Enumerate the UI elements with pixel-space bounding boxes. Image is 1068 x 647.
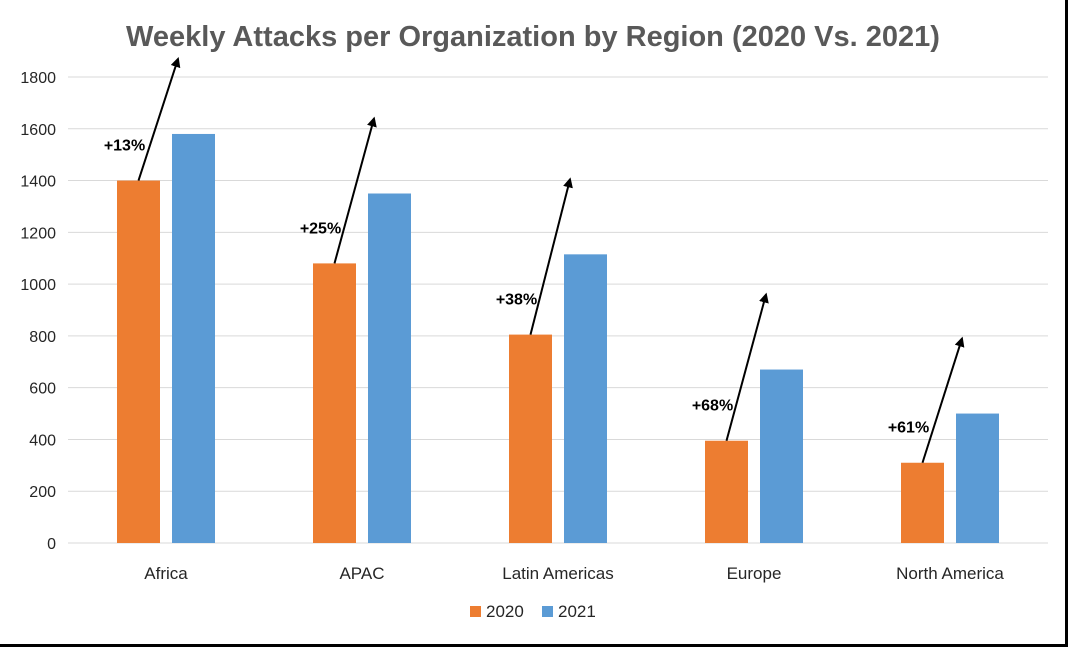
bars — [117, 133, 999, 544]
chart-title: Weekly Attacks per Organization by Regio… — [126, 21, 940, 53]
bar-2020-latin-americas — [509, 334, 552, 543]
category-label: Africa — [144, 564, 188, 583]
y-axis-tick-labels: 0 200 400 600 800 1000 1200 1400 1600 1800 — [20, 70, 56, 553]
y-tick-label: 1800 — [20, 70, 56, 87]
y-tick-label: 600 — [29, 381, 56, 398]
y-tick-label: 1000 — [20, 277, 56, 294]
growth-label: +13% — [104, 138, 145, 155]
category-label: Europe — [727, 564, 782, 583]
category-label: North America — [896, 564, 1004, 583]
growth-arrow — [529, 177, 573, 335]
bar-2020-africa — [117, 180, 160, 544]
category-label: Latin Americas — [502, 564, 614, 583]
y-tick-label: 400 — [29, 432, 56, 449]
y-tick-label: 200 — [29, 484, 56, 501]
legend-swatch-2021 — [542, 606, 553, 617]
bar-2021-europe — [760, 369, 803, 543]
growth-label: +68% — [692, 398, 733, 415]
legend: 2020 2021 — [470, 602, 596, 621]
growth-label: +25% — [300, 220, 341, 237]
legend-swatch-2020 — [470, 606, 481, 617]
y-tick-label: 1200 — [20, 225, 56, 242]
bar-2020-apac — [313, 263, 356, 543]
bar-2020-europe — [705, 440, 748, 543]
category-label: APAC — [339, 564, 384, 583]
x-axis-category-labels: Africa APAC Latin Americas Europe North Amer… — [144, 564, 1004, 583]
legend-label: 2020 — [486, 602, 524, 621]
bar-2021-latin-americas — [564, 254, 607, 544]
bar-2021-apac — [368, 193, 411, 543]
growth-arrow — [725, 292, 769, 441]
growth-arrow — [921, 336, 965, 464]
growth-annotations: +13% +25% +38% +68% +61% — [104, 57, 965, 464]
bar-2021-north-america — [956, 413, 999, 543]
bar-2021-africa — [172, 133, 215, 543]
y-tick-label: 800 — [29, 329, 56, 346]
bar-2020-north-america — [901, 462, 944, 543]
y-tick-label: 1600 — [20, 122, 56, 139]
growth-arrow — [137, 57, 181, 181]
growth-label: +38% — [496, 292, 537, 309]
y-tick-label: 0 — [47, 536, 56, 553]
growth-arrow — [333, 116, 377, 264]
y-tick-label: 1400 — [20, 174, 56, 191]
growth-label: +61% — [888, 420, 929, 437]
gridlines — [68, 76, 1048, 544]
legend-label: 2021 — [558, 602, 596, 621]
